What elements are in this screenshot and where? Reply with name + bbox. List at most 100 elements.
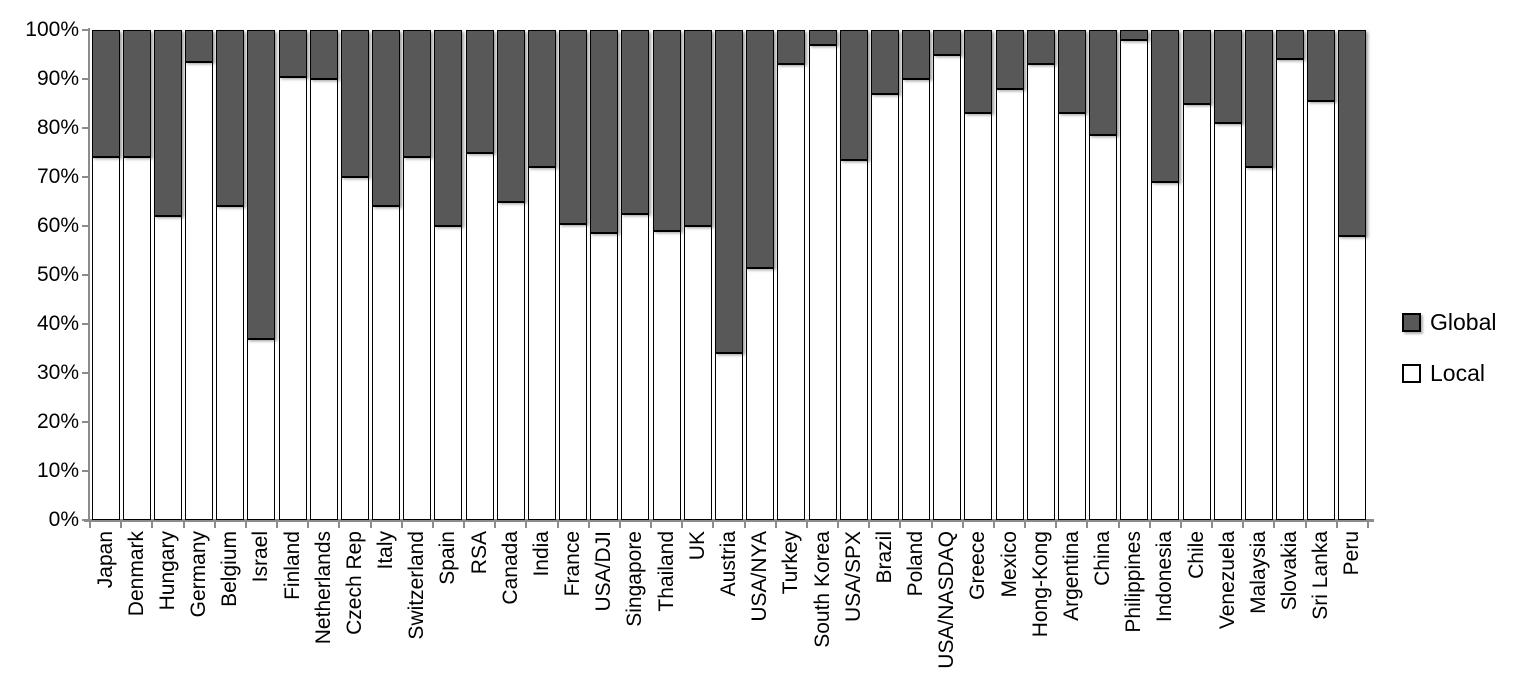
x-axis-label-slot: Malaysia — [1243, 531, 1274, 614]
bar-segment-global — [995, 30, 1024, 89]
x-axis-label: Peru — [1340, 531, 1364, 576]
bar-segment-local — [590, 233, 619, 520]
x-axis-label-slot: Spain — [433, 531, 464, 585]
x-tick-mark — [89, 522, 91, 528]
bar-column — [1025, 30, 1056, 520]
bar-segment-global — [964, 30, 993, 113]
bar-column — [1306, 30, 1337, 520]
bar-segment-global — [1338, 30, 1367, 236]
x-axis-label-slot: Czech Rep — [339, 531, 370, 635]
bar-segment-global — [278, 30, 307, 77]
x-tick-mark — [650, 522, 653, 528]
bar-segment-local — [1057, 113, 1086, 520]
bar-segment-global — [652, 30, 681, 231]
bar-segment-local — [91, 157, 120, 520]
y-axis-tick-label: 100% — [25, 18, 79, 41]
x-axis-label: UK — [685, 531, 709, 561]
bar-column — [900, 30, 931, 520]
bar-segment-local — [621, 214, 650, 520]
x-axis-label: South Korea — [810, 531, 834, 648]
bar-column — [526, 30, 557, 520]
x-tick-mark — [338, 522, 341, 528]
x-axis-label: Canada — [498, 531, 522, 605]
bar-segment-global — [434, 30, 463, 226]
x-axis-label: USA/NYA — [748, 531, 772, 622]
y-axis-tick-label: 10% — [36, 459, 79, 482]
bar-segment-global — [1120, 30, 1149, 40]
bar-column — [277, 30, 308, 520]
bar-segment-local — [933, 55, 962, 520]
x-tick-mark — [1024, 522, 1027, 528]
bar-segment-global — [1057, 30, 1086, 113]
bar-segment-global — [372, 30, 401, 206]
bar-segment-global — [1182, 30, 1211, 104]
bar-segment-local — [1276, 59, 1305, 520]
x-axis-label: RSA — [467, 531, 491, 575]
bar-column — [246, 30, 277, 520]
bar-segment-global — [91, 30, 120, 157]
x-axis-label-slot: Brazil — [869, 531, 900, 584]
x-axis-label-slot: Hong-Kong — [1025, 531, 1056, 637]
bar-segment-local — [372, 206, 401, 520]
x-axis-label-slot: Hungary — [152, 531, 183, 610]
x-axis-label-slot: Greece — [963, 531, 994, 600]
bar-segment-global — [1089, 30, 1118, 135]
x-tick-mark — [1211, 522, 1214, 528]
bar-column — [1087, 30, 1118, 520]
bar-segment-global — [1276, 30, 1305, 59]
x-axis-label-slot: Denmark — [121, 531, 152, 616]
bar-column — [620, 30, 651, 520]
x-axis-label-slot: Netherlands — [308, 531, 339, 644]
bar-column — [184, 30, 215, 520]
x-axis-label-slot: USA/NASDAQ — [932, 531, 963, 669]
bar-segment-global — [465, 30, 494, 153]
x-axis-label-slot: USA/DJI — [589, 531, 620, 612]
x-axis-label-slot: Thailand — [651, 531, 682, 612]
y-tick-mark — [82, 29, 89, 31]
x-axis-label-slot: UK — [682, 531, 713, 560]
x-axis-label-slot: India — [526, 531, 557, 577]
y-axis-tick-label: 0% — [48, 508, 79, 531]
bar-segment-local — [1338, 236, 1367, 520]
legend-label-global: Global — [1430, 308, 1497, 335]
bar-segment-global — [559, 30, 588, 224]
x-tick-mark — [1148, 522, 1151, 528]
x-axis-label-slot: Sri Lanka — [1306, 531, 1337, 620]
bar-column — [713, 30, 744, 520]
x-axis-label: Indonesia — [1153, 531, 1177, 623]
x-axis-label-slot: Turkey — [776, 531, 807, 594]
global-swatch-icon — [1402, 312, 1421, 332]
x-tick-mark — [805, 522, 808, 528]
x-tick-mark — [868, 522, 871, 528]
bar-segment-local — [964, 113, 993, 520]
x-tick-mark — [681, 522, 684, 528]
x-axis-label-slot: Israel — [246, 531, 277, 582]
x-axis-label-slot: Switzerland — [402, 531, 433, 640]
bar-column — [495, 30, 526, 520]
bar-column — [152, 30, 183, 520]
x-axis-label-slot: Mexico — [994, 531, 1025, 598]
bar-segment-local — [1120, 40, 1149, 520]
legend: Global Local — [1402, 307, 1496, 409]
x-axis-label-slot: Philippines — [1119, 531, 1150, 633]
bar-segment-local — [1182, 104, 1211, 520]
bar-segment-global — [216, 30, 245, 206]
x-axis-label: Thailand — [654, 531, 678, 612]
x-axis-label: Venezuela — [1215, 531, 1239, 630]
x-axis-label-slot: Slovakia — [1274, 531, 1305, 610]
bar-segment-global — [496, 30, 525, 202]
x-axis-label: Chile — [1184, 531, 1208, 579]
bar-column — [1056, 30, 1087, 520]
bar-segment-local — [185, 62, 214, 520]
x-tick-mark — [1242, 522, 1245, 528]
bar-segment-local — [1089, 135, 1118, 520]
bar-segment-global — [714, 30, 743, 353]
y-axis-tick-label: 70% — [36, 165, 79, 188]
bar-column — [994, 30, 1025, 520]
bar-segment-global — [247, 30, 276, 339]
y-tick-mark — [82, 225, 89, 227]
x-tick-mark — [992, 522, 995, 528]
x-axis-label-slot: Argentina — [1056, 531, 1087, 621]
bar-segment-global — [839, 30, 868, 160]
